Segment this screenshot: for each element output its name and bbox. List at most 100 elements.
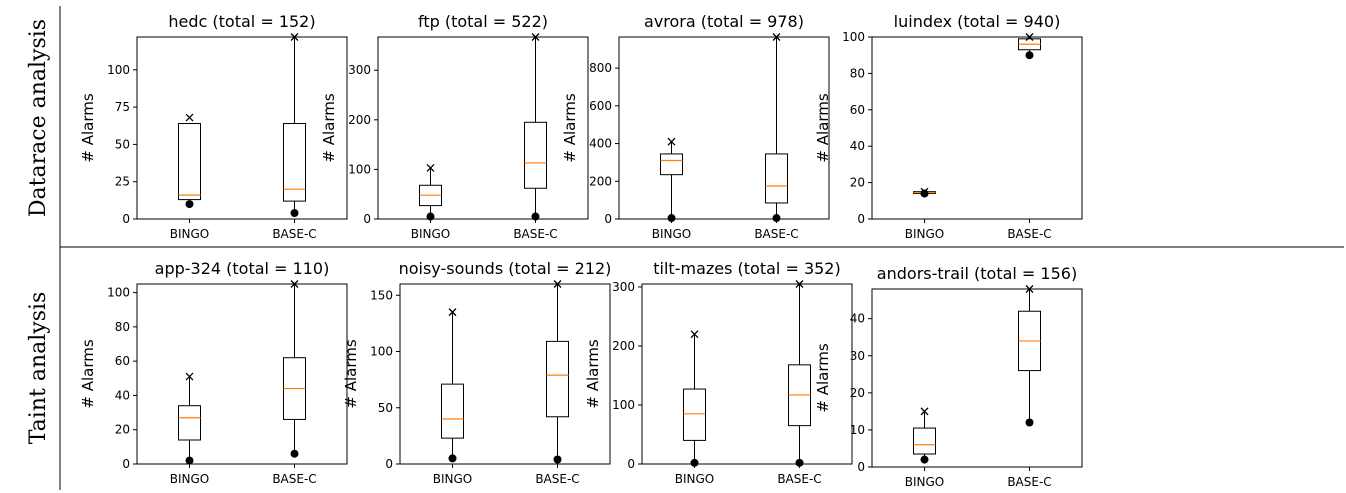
chart-panel: avrora (total = 978) # Alarms 0 200 400 600 80… (561, 12, 830, 241)
y-tick-label: 20 (850, 176, 865, 190)
box-base-c (1018, 285, 1041, 427)
iqr-box (683, 388, 706, 441)
y-tick-label: 40 (850, 312, 865, 326)
y-tick-label: 200 (348, 113, 371, 127)
x-tick-label: BASE-C (272, 227, 316, 241)
min-marker (667, 214, 676, 223)
box-base-c (765, 33, 788, 223)
min-marker (772, 214, 781, 223)
y-tick-label: 0 (363, 212, 371, 226)
box-base-c (283, 280, 306, 458)
y-axis-label: # Alarms (561, 93, 579, 162)
axes-frame (399, 283, 611, 465)
y-axis-label: # Alarms (79, 339, 97, 408)
y-tick-label: 40 (115, 388, 130, 402)
min-marker (448, 454, 457, 463)
box-base-c (283, 33, 306, 218)
y-axis-label: # Alarms (320, 93, 338, 162)
y-tick-label: 60 (850, 103, 865, 117)
iqr-box (765, 153, 788, 204)
y-tick-label: 50 (378, 401, 393, 415)
chart-title: hedc (total = 152) (168, 12, 315, 31)
y-tick-label: 100 (348, 162, 371, 176)
max-marker (185, 372, 194, 381)
chart-title: app-324 (total = 110) (155, 259, 330, 278)
x-tick-label: BINGO (411, 227, 451, 241)
y-tick-label: 0 (122, 457, 130, 471)
iqr-box (178, 123, 201, 201)
iqr-box (913, 427, 936, 455)
y-tick-label: 800 (589, 61, 612, 75)
y-tick-label: 150 (370, 288, 393, 302)
iqr-box (524, 121, 547, 189)
x-tick-label: BASE-C (777, 472, 821, 486)
y-tick-label: 100 (107, 286, 130, 300)
x-tick-label: BINGO (905, 227, 945, 241)
x-tick-label: BASE-C (513, 227, 557, 241)
y-tick-label: 100 (107, 63, 130, 77)
y-tick-label: 0 (857, 212, 865, 226)
y-tick-label: 200 (589, 174, 612, 188)
chart-title: avrora (total = 978) (644, 12, 804, 31)
y-tick-label: 0 (604, 212, 612, 226)
y-tick-label: 0 (627, 457, 635, 471)
x-tick-label: BINGO (170, 472, 210, 486)
chart-title: ftp (total = 522) (418, 12, 548, 31)
y-axis-label: # Alarms (814, 343, 832, 412)
box-bingo (683, 330, 706, 467)
y-tick-label: 600 (589, 99, 612, 113)
box-base-c (788, 280, 811, 467)
max-marker (920, 407, 929, 416)
min-marker (690, 458, 699, 467)
x-tick-label: BINGO (905, 475, 945, 489)
iqr-box (660, 153, 683, 176)
chart-title: noisy-sounds (total = 212) (399, 259, 612, 278)
iqr-box (441, 383, 464, 439)
chart-panel: luindex (total = 940) # Alarms 0 20 40 60 80 10… (814, 12, 1083, 241)
axes-frame (618, 36, 830, 220)
x-tick-label: BASE-C (1007, 227, 1051, 241)
box-base-c (524, 33, 547, 221)
y-tick-label: 400 (589, 137, 612, 151)
chart-panel: noisy-sounds (total = 212) # Alarms 0 50 100… (342, 259, 611, 486)
y-tick-label: 0 (385, 457, 393, 471)
y-tick-label: 60 (115, 354, 130, 368)
y-tick-label: 40 (850, 139, 865, 153)
axes-frame (377, 36, 589, 220)
axes-frame (136, 36, 348, 220)
y-axis-label: # Alarms (584, 339, 602, 408)
chart-panel: app-324 (total = 110) # Alarms 0 20 40 60 80 10… (79, 259, 348, 486)
chart-title: tilt-mazes (total = 352) (653, 259, 840, 278)
y-tick-label: 0 (122, 212, 130, 226)
row-label-taint: Taint analysis (26, 292, 51, 445)
x-tick-label: BINGO (170, 227, 210, 241)
y-tick-label: 200 (612, 339, 635, 353)
x-tick-label: BASE-C (272, 472, 316, 486)
min-marker (290, 209, 299, 218)
y-tick-label: 0 (857, 460, 865, 474)
max-marker (690, 330, 699, 339)
y-tick-label: 100 (612, 398, 635, 412)
y-tick-label: 20 (850, 386, 865, 400)
y-tick-label: 75 (115, 100, 130, 114)
x-tick-label: BINGO (652, 227, 692, 241)
box-bingo (178, 372, 201, 465)
min-marker (920, 455, 929, 464)
axes-frame (136, 283, 348, 465)
y-tick-label: 80 (850, 66, 865, 80)
y-tick-label: 50 (115, 137, 130, 151)
y-tick-label: 10 (850, 423, 865, 437)
min-marker (185, 200, 194, 209)
box-bingo (441, 308, 464, 463)
y-tick-label: 300 (612, 280, 635, 294)
iqr-box (283, 123, 306, 202)
chart-panel: hedc (total = 152) # Alarms 0 25 50 75 100 BING… (79, 12, 348, 241)
box-bingo (419, 163, 442, 221)
iqr-box (546, 340, 569, 418)
chart-panel: tilt-mazes (total = 352) # Alarms 0 100 200 3… (584, 259, 853, 486)
axes-frame (641, 283, 853, 465)
min-marker (1025, 418, 1034, 427)
x-tick-label: BINGO (675, 472, 715, 486)
y-axis-label: # Alarms (342, 339, 360, 408)
row-label-datarace: Datarace analysis (26, 19, 51, 217)
